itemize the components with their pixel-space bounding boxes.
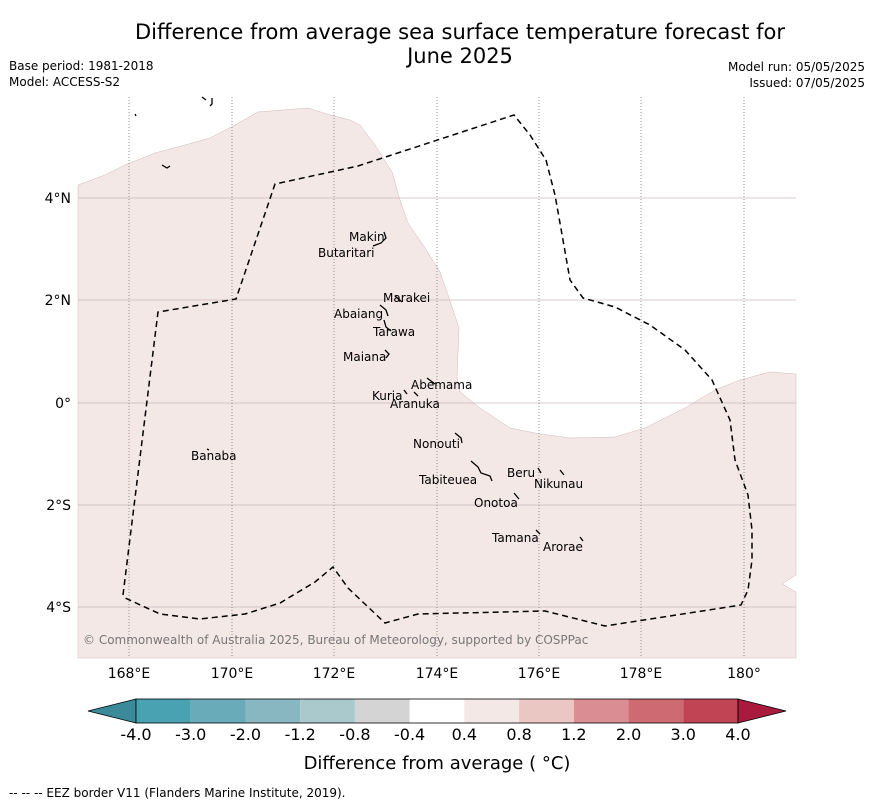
colorbar-tick-label: 3.0 [671,725,696,744]
model-info: Base period: 1981-2018 Model: ACCESS-S2 [9,58,154,90]
lon-label-180: 180° [727,666,761,682]
eez-border [122,114,753,627]
island-shape-1 [372,231,387,247]
place-label-arorae: Arorae [543,540,583,554]
colorbar-tick-label: 1.2 [561,725,586,744]
lon-label-168e: 168°E [108,666,151,682]
longitude-gridlines [128,97,745,658]
colorbar-bin [354,699,410,723]
colorbar-tick-label: 4.0 [725,725,750,744]
island-shape-3 [379,304,389,317]
island-shape-19 [201,96,207,101]
chart-title: Difference from average sea surface temp… [100,20,820,68]
island-shape-14 [535,529,541,535]
island-shape-7 [403,389,408,395]
lon-label-176e: 176°E [518,666,561,682]
place-label-onotoa: Onotoa [474,496,518,510]
place-label-abaiang: Abaiang [334,307,383,321]
lat-label-4n: 4°N [45,191,71,207]
issued-date: Issued: 07/05/2025 [749,76,865,90]
model-name: Model: ACCESS-S2 [9,75,121,89]
lat-label-4s: 4°S [46,600,71,616]
island-shapes [134,96,584,542]
colorbar-bin [628,699,684,723]
latitude-labels: 4°N 2°N 0° 2°S 4°S [45,191,72,616]
colorbar-bin [245,699,301,723]
longitude-labels: 168°E 170°E 172°E 174°E 176°E 178°E 180° [108,666,761,682]
colorbar-bin [573,699,629,723]
title-line-1: Difference from average sea surface temp… [135,20,785,44]
place-label-abemama: Abemama [411,378,472,392]
place-label-maiana: Maiana [343,350,386,364]
colorbar-tick-label: -0.8 [339,725,370,744]
island-shape-18 [134,113,137,117]
place-label-beru: Beru [507,466,535,480]
place-label-banaba: Banaba [191,449,237,463]
island-shape-11 [537,467,542,474]
place-label-makin: Makin [349,230,385,244]
colorbar-bin [464,699,520,723]
place-label-butaritari: Butaritari [318,246,375,260]
island-shape-15 [579,536,584,542]
place-label-nonouti: Nonouti [413,437,460,451]
colorbar-tick-label: -4.0 [120,725,151,744]
title-line-2: June 2025 [407,44,513,68]
colorbar-extend-low [87,698,137,724]
colorbar-bin [300,699,355,723]
lat-label-2s: 2°S [46,498,71,514]
island-shape-2 [394,295,403,303]
lat-label-2n: 2°N [45,293,71,309]
colorbar-tick-label: -2.0 [230,725,261,744]
colorbar-tick-label: -0.4 [394,725,425,744]
run-info: Model run: 05/05/2025 Issued: 07/05/2025 [728,59,865,91]
lon-label-170e: 170°E [211,666,254,682]
island-shape-17 [161,164,171,169]
eez-footnote: -- -- -- EEZ border V11 (Flanders Marine… [9,786,346,800]
place-labels: Makin Butaritari Marakei Abaiang Tarawa … [191,230,583,554]
place-label-tabiteuea: Tabiteuea [418,473,477,487]
colorbar-outline [135,698,739,724]
lat-label-0: 0° [55,396,71,412]
colorbar-bin [190,699,246,723]
colorbar-tick-label: 0.4 [452,725,477,744]
colorbar-label: Difference from average ( °C) [304,753,571,774]
colorbar-tick-label: -1.2 [285,725,316,744]
colorbar-tick-label: 2.0 [616,725,641,744]
colorbar-extend-high [737,698,787,724]
island-shape-8 [413,391,419,397]
island-shape-16 [206,448,210,451]
place-label-marakei: Marakei [383,291,430,305]
place-label-nikunau: Nikunau [534,477,583,491]
island-shape-13 [513,492,520,500]
colorbar-bin [409,699,465,723]
colorbar-tick-labels: -4.0 -3.0 -2.0 -1.2 -0.8 -0.4 0.4 0.8 1.2 2.0 3.0 4… [120,725,750,744]
colorbar-tick-label: -3.0 [175,725,206,744]
colorbar-bin [519,699,574,723]
island-shape-6 [426,377,436,385]
place-label-tamana: Tamana [491,531,539,545]
model-run-date: Model run: 05/05/2025 [727,60,865,74]
colorbar-bin [683,699,738,723]
colorbar [87,698,787,724]
colorbar-bin [136,699,191,723]
lon-label-174e: 174°E [416,666,459,682]
lon-label-172e: 172°E [313,666,356,682]
base-period: Base period: 1981-2018 [9,59,154,73]
place-label-aranuka: Aranuka [390,397,440,411]
place-label-tarawa: Tarawa [372,325,415,339]
map-credit: © Commonwealth of Australia 2025, Bureau… [83,633,588,647]
island-shape-4 [383,319,392,332]
island-shape-9 [454,432,463,444]
colorbar-tick-label: 0.8 [506,725,531,744]
map-area: Makin Butaritari Marakei Abaiang Tarawa … [77,96,797,659]
island-shape-5 [384,349,390,359]
place-label-kuria: Kuria [372,389,403,403]
island-shape-20 [209,98,213,107]
island-shape-12 [559,469,565,476]
island-shape-10 [470,460,493,482]
lon-label-178e: 178°E [620,666,663,682]
